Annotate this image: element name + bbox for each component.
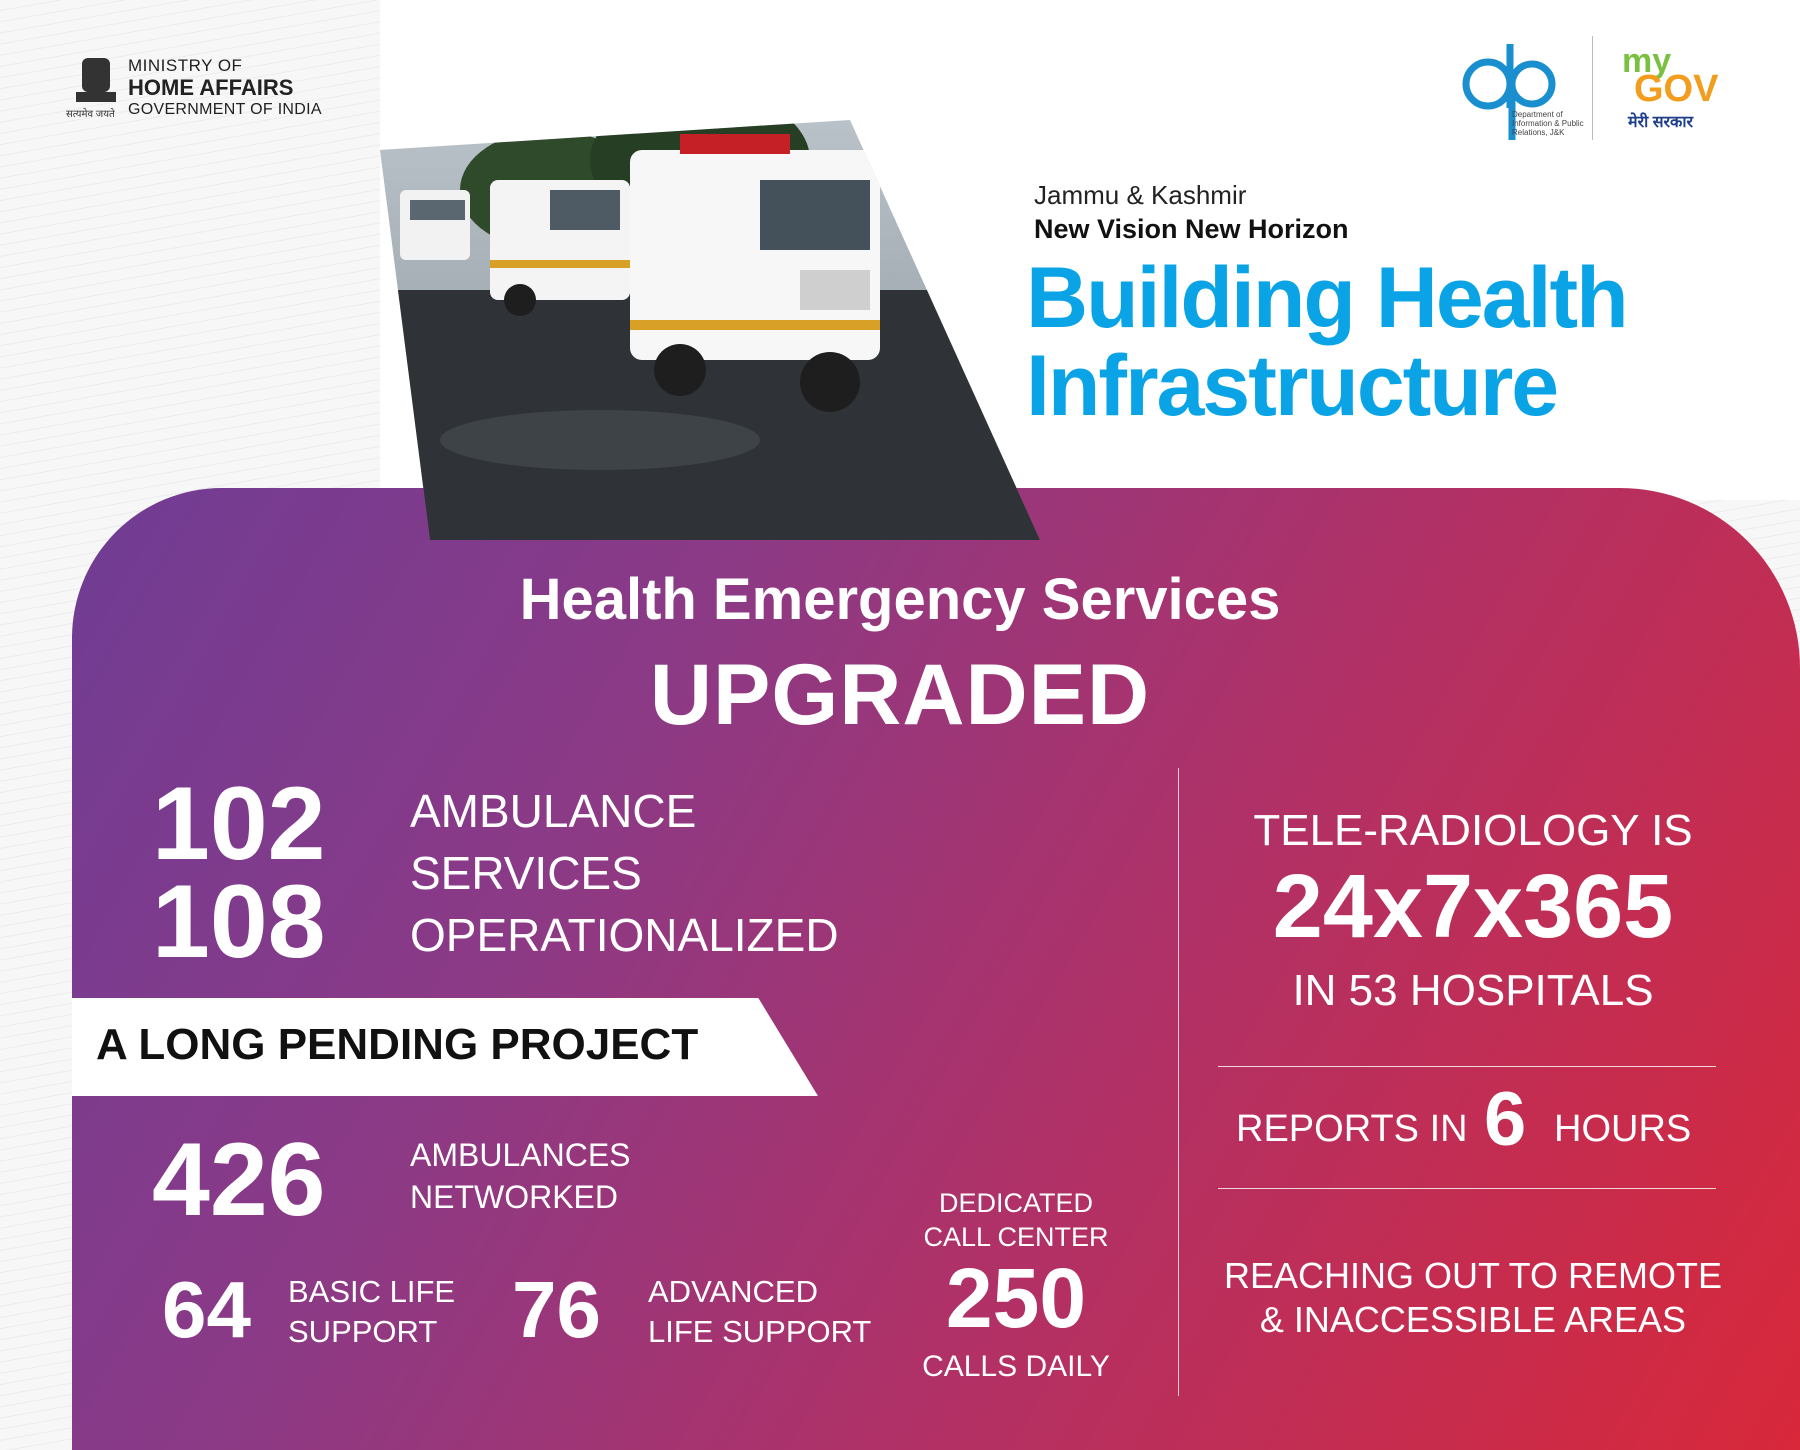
ambulance-far	[400, 190, 470, 260]
page-title: Building Health Infrastructure	[1026, 254, 1786, 430]
number-108: 108	[152, 864, 326, 980]
region-label: Jammu & Kashmir	[1034, 180, 1247, 210]
reaching-remote-text: REACHING OUT TO REMOTE & INACCESSIBLE AR…	[1188, 1254, 1758, 1342]
number-426: 426	[152, 1122, 326, 1238]
basic-life-support-text: BASIC LIFE SUPPORT	[288, 1272, 455, 1352]
mygov-my: my	[1622, 42, 1672, 80]
vertical-divider	[1178, 768, 1179, 1396]
national-emblem-icon	[76, 58, 116, 102]
teleradiology-schedule: 24x7x365	[1272, 857, 1674, 957]
dip-department-text: Department of Information & Public Relat…	[1512, 110, 1584, 137]
page-title-line2: Infrastructure	[1026, 338, 1559, 434]
emblem-motto: सत्यमेव जयते	[66, 109, 115, 120]
ambulance-text-line2: SERVICES	[410, 847, 642, 899]
advanced-line1: ADVANCED	[648, 1274, 818, 1309]
teleradiology-label: TELE-RADIOLOGY IS	[1253, 806, 1693, 855]
mygov-logo: my GOV मेरी सरकार	[1622, 42, 1732, 132]
number-76: 76	[512, 1265, 601, 1354]
call-center-line1: DEDICATED	[938, 1188, 1093, 1218]
ambulance-text-line3: OPERATIONALIZED	[410, 909, 839, 961]
page-title-line1: Building Health	[1026, 250, 1629, 346]
number-64: 64	[162, 1265, 251, 1354]
mygov-gov: GOV	[1634, 68, 1719, 110]
section-subtitle: UPGRADED	[649, 647, 1151, 743]
reports-prefix: REPORTS IN	[1236, 1108, 1468, 1150]
ministry-line3: GOVERNMENT OF INDIA	[128, 101, 322, 118]
ministry-logo: सत्यमेव जयते MINISTRY OF HOME AFFAIRS GO…	[66, 50, 326, 130]
advanced-line2: LIFE SUPPORT	[648, 1314, 872, 1349]
pending-project-text: A LONG PENDING PROJECT	[96, 1020, 699, 1069]
number-250: 250	[945, 1251, 1087, 1345]
slogan: New Vision New Horizon	[1034, 214, 1349, 244]
ambulance-middle	[490, 180, 630, 316]
ministry-line2: HOME AFFAIRS	[128, 75, 294, 100]
section-title: Health Emergency Services	[519, 567, 1281, 632]
calls-daily-text: CALLS DAILY	[922, 1350, 1110, 1383]
basic-line2: SUPPORT	[288, 1314, 438, 1349]
pending-project-banner	[72, 998, 818, 1096]
number-102: 102	[152, 766, 326, 882]
ambulances-networked-text: AMBULANCES NETWORKED	[410, 1134, 631, 1218]
call-center-line2: CALL CENTER	[923, 1222, 1109, 1252]
reports-suffix: HOURS	[1554, 1108, 1692, 1150]
horizontal-divider-1	[1218, 1066, 1716, 1067]
ambulance-front	[630, 134, 880, 412]
dip-logo	[1462, 44, 1556, 140]
logo-divider	[1592, 36, 1593, 140]
basic-line1: BASIC LIFE	[288, 1274, 456, 1309]
mygov-tagline: मेरी सरकार	[1628, 114, 1694, 131]
advanced-life-support-text: ADVANCED LIFE SUPPORT	[648, 1272, 871, 1352]
networked-line2: NETWORKED	[410, 1179, 618, 1215]
networked-line1: AMBULANCES	[410, 1137, 631, 1173]
hospitals-count-text: IN 53 HOSPITALS	[1292, 966, 1654, 1015]
ambulance-photo	[380, 120, 1040, 540]
call-center-label: DEDICATED CALL CENTER	[916, 1186, 1116, 1254]
horizontal-divider-2	[1218, 1188, 1716, 1189]
reports-hours-number: 6	[1484, 1077, 1527, 1162]
ambulance-text-line1: AMBULANCE	[410, 785, 697, 837]
reach-line2: & INACCESSIBLE AREAS	[1259, 1299, 1687, 1340]
ministry-line1: MINISTRY OF	[128, 56, 243, 75]
gradient-panel	[72, 488, 1800, 1450]
reach-line1: REACHING OUT TO REMOTE	[1223, 1255, 1723, 1296]
ambulance-services-text: AMBULANCE SERVICES OPERATIONALIZED	[410, 780, 839, 966]
